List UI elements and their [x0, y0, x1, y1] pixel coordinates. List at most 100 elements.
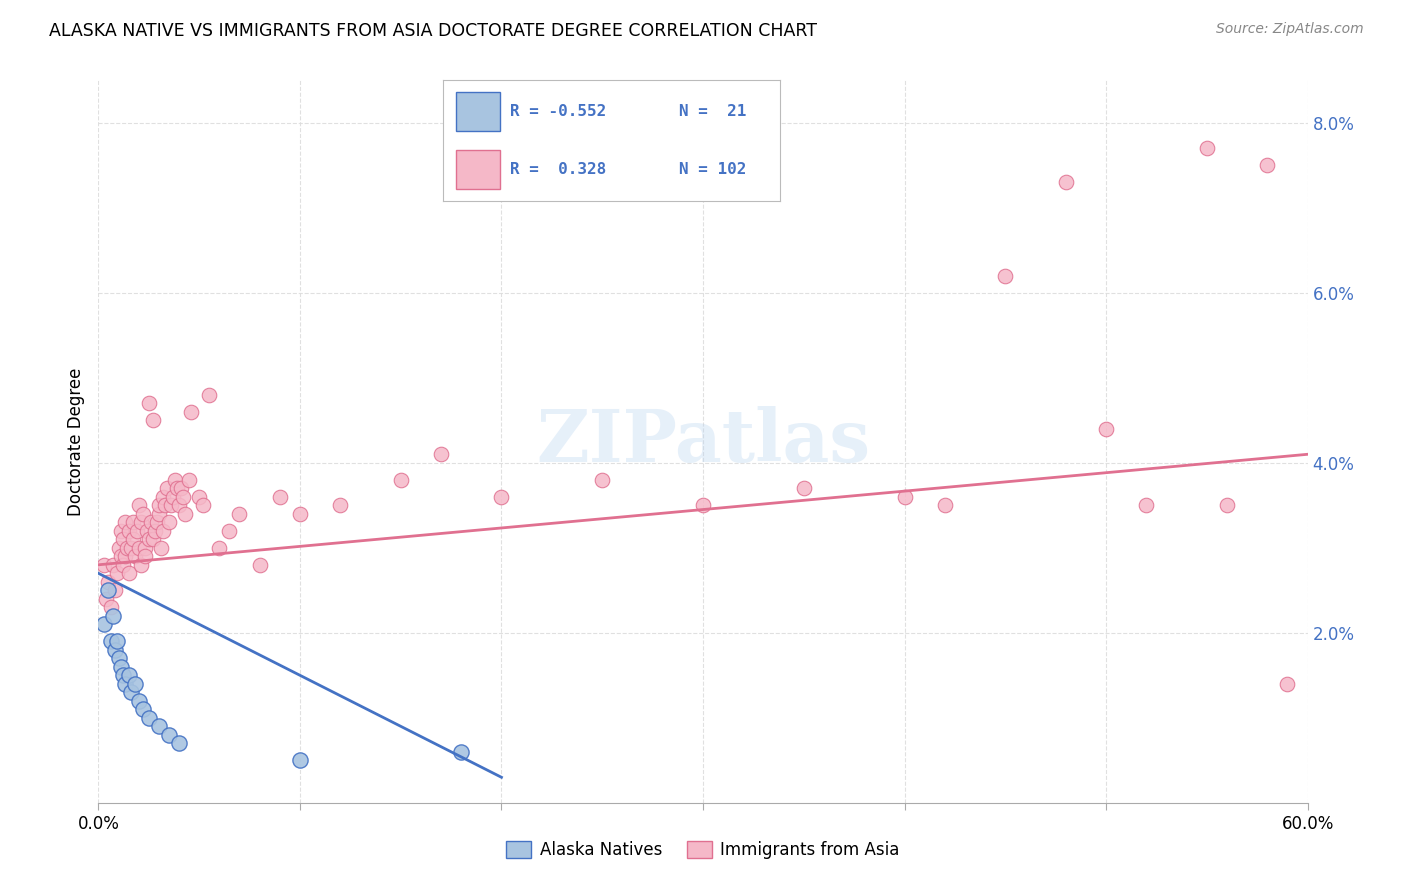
Point [132, 702, 155, 716]
Point [138, 396, 160, 410]
Point [142, 533, 165, 547]
Point [692, 498, 714, 512]
Point [163, 473, 186, 487]
Point [166, 481, 188, 495]
Point [1095, 422, 1118, 436]
Point [124, 549, 146, 564]
Point [110, 524, 132, 538]
Point [491, 490, 513, 504]
Bar [457, 93, 501, 131]
Point [138, 533, 160, 547]
Point [118, 668, 141, 682]
Text: ZIPatlas: ZIPatlas [536, 406, 870, 477]
Y-axis label: Doctorate Degree: Doctorate Degree [66, 368, 84, 516]
Point [1135, 498, 1157, 512]
Point [105, 566, 128, 581]
Point [103, 642, 125, 657]
Point [101, 558, 124, 572]
Point [97, 583, 120, 598]
Point [149, 541, 172, 555]
Point [110, 660, 132, 674]
Point [329, 498, 352, 512]
Point [893, 490, 915, 504]
Point [120, 541, 142, 555]
Point [146, 516, 169, 530]
Point [430, 447, 453, 461]
Point [193, 498, 215, 512]
Point [128, 694, 150, 708]
Point [1054, 175, 1077, 189]
Point [107, 541, 129, 555]
Point [148, 507, 170, 521]
Point [142, 413, 165, 427]
Point [389, 473, 412, 487]
Point [793, 481, 815, 495]
Point [124, 677, 146, 691]
Point [120, 685, 142, 699]
Point [139, 516, 162, 530]
Point [138, 711, 160, 725]
Point [269, 490, 291, 504]
Point [288, 753, 311, 767]
Text: R =  0.328: R = 0.328 [510, 161, 606, 177]
Point [110, 549, 132, 564]
Point [96, 591, 118, 606]
Point [188, 490, 211, 504]
Point [152, 490, 174, 504]
Point [167, 498, 190, 512]
Point [157, 728, 180, 742]
Point [118, 524, 141, 538]
Point [179, 473, 201, 487]
Point [114, 677, 136, 691]
Point [288, 507, 311, 521]
Point [162, 490, 184, 504]
Point [198, 388, 221, 402]
Point [152, 524, 174, 538]
Point [128, 498, 150, 512]
Text: N =  21: N = 21 [679, 104, 747, 120]
Text: R = -0.552: R = -0.552 [510, 104, 606, 120]
Text: ALASKA NATIVE VS IMMIGRANTS FROM ASIA DOCTORATE DEGREE CORRELATION CHART: ALASKA NATIVE VS IMMIGRANTS FROM ASIA DO… [49, 22, 817, 40]
Point [180, 405, 202, 419]
Legend: Alaska Natives, Immigrants from Asia: Alaska Natives, Immigrants from Asia [506, 841, 900, 860]
Point [121, 516, 143, 530]
Point [114, 516, 136, 530]
Point [93, 617, 115, 632]
Point [934, 498, 956, 512]
Point [111, 533, 134, 547]
Point [160, 498, 183, 512]
Bar [457, 150, 501, 188]
Point [591, 473, 613, 487]
Point [93, 558, 115, 572]
Point [100, 600, 122, 615]
Point [115, 541, 138, 555]
Point [111, 668, 134, 682]
Text: N = 102: N = 102 [679, 161, 747, 177]
Point [135, 524, 157, 538]
Point [100, 634, 122, 648]
Point [167, 736, 190, 750]
Point [153, 498, 176, 512]
Point [157, 516, 180, 530]
Point [129, 516, 152, 530]
Point [172, 490, 194, 504]
Point [218, 524, 240, 538]
Point [994, 268, 1017, 283]
Point [105, 634, 128, 648]
Point [174, 507, 197, 521]
Point [132, 507, 155, 521]
Point [118, 566, 141, 581]
Point [156, 481, 179, 495]
Point [129, 558, 152, 572]
Point [103, 583, 125, 598]
Point [228, 507, 250, 521]
Point [1195, 141, 1218, 155]
Point [121, 533, 143, 547]
Point [148, 498, 170, 512]
Point [134, 549, 156, 564]
Point [125, 524, 148, 538]
Point [148, 719, 170, 733]
Point [111, 558, 134, 572]
Point [1277, 677, 1299, 691]
Point [249, 558, 271, 572]
